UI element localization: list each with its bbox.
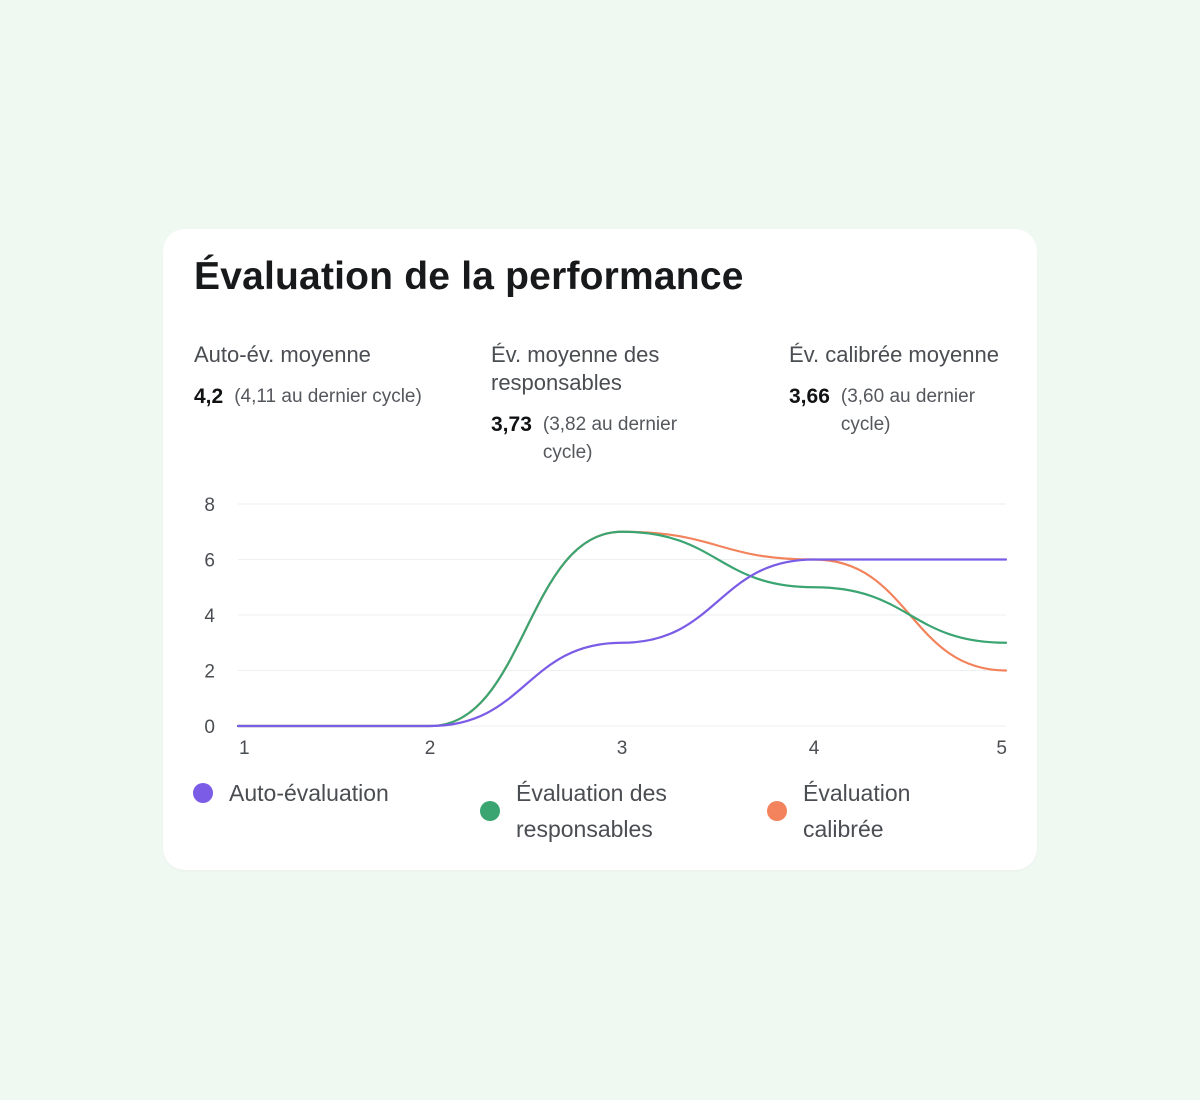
stat-self-review: Auto-év. moyenne 4,2 (4,11 au dernier cy… <box>194 341 424 411</box>
stat-label: Év. calibrée moyenne <box>789 342 999 367</box>
series-line-0 <box>236 558 1008 728</box>
performance-card: Évaluation de la performance Auto-év. mo… <box>163 229 1037 870</box>
legend-dot-icon <box>193 783 213 803</box>
x-tick-label: 1 <box>239 738 250 759</box>
y-tick-label: 6 <box>204 551 215 572</box>
legend-label: Évaluation calibrée <box>803 780 911 842</box>
stat-previous: (3,82 au dernier cycle) <box>542 414 678 463</box>
card-title: Évaluation de la performance <box>194 255 744 298</box>
y-tick-label: 0 <box>204 717 215 738</box>
stat-previous: (3,60 au dernier cycle) <box>840 386 976 435</box>
legend-item-manager-review: Évaluation des responsables <box>480 775 690 847</box>
x-tick-label: 3 <box>617 738 628 759</box>
legend-dot-icon <box>767 801 787 821</box>
legend-label: Évaluation des responsables <box>516 780 667 842</box>
y-tick-label: 2 <box>204 662 215 683</box>
x-tick-label: 2 <box>425 738 436 759</box>
stat-calibrated-review: Év. calibrée moyenne 3,66 (3,60 au derni… <box>789 341 1019 439</box>
stat-previous: (4,11 au dernier cycle) <box>234 386 422 407</box>
legend-label: Auto-évaluation <box>229 780 389 806</box>
line-chart: 8 6 4 2 0 1 2 3 4 5 <box>204 495 1008 759</box>
y-tick-label: 4 <box>204 606 215 627</box>
legend-dot-icon <box>480 801 500 821</box>
stat-value: 3,66 <box>789 385 830 408</box>
stat-value: 4,2 <box>194 385 224 408</box>
series-line-2 <box>236 530 1008 728</box>
x-tick-label: 5 <box>996 738 1007 759</box>
legend-item-calibrated-review: Évaluation calibrée <box>767 775 967 847</box>
stat-label: Év. moyenne des responsables <box>491 342 660 395</box>
y-tick-label: 8 <box>204 495 215 516</box>
legend-item-self-review: Auto-évaluation <box>193 775 433 811</box>
stat-value: 3,73 <box>491 413 532 436</box>
stat-manager-review: Év. moyenne des responsables 3,73 (3,82 … <box>491 341 721 467</box>
series-line-1 <box>236 530 1008 728</box>
stat-label: Auto-év. moyenne <box>194 342 371 367</box>
x-tick-label: 4 <box>809 738 820 759</box>
